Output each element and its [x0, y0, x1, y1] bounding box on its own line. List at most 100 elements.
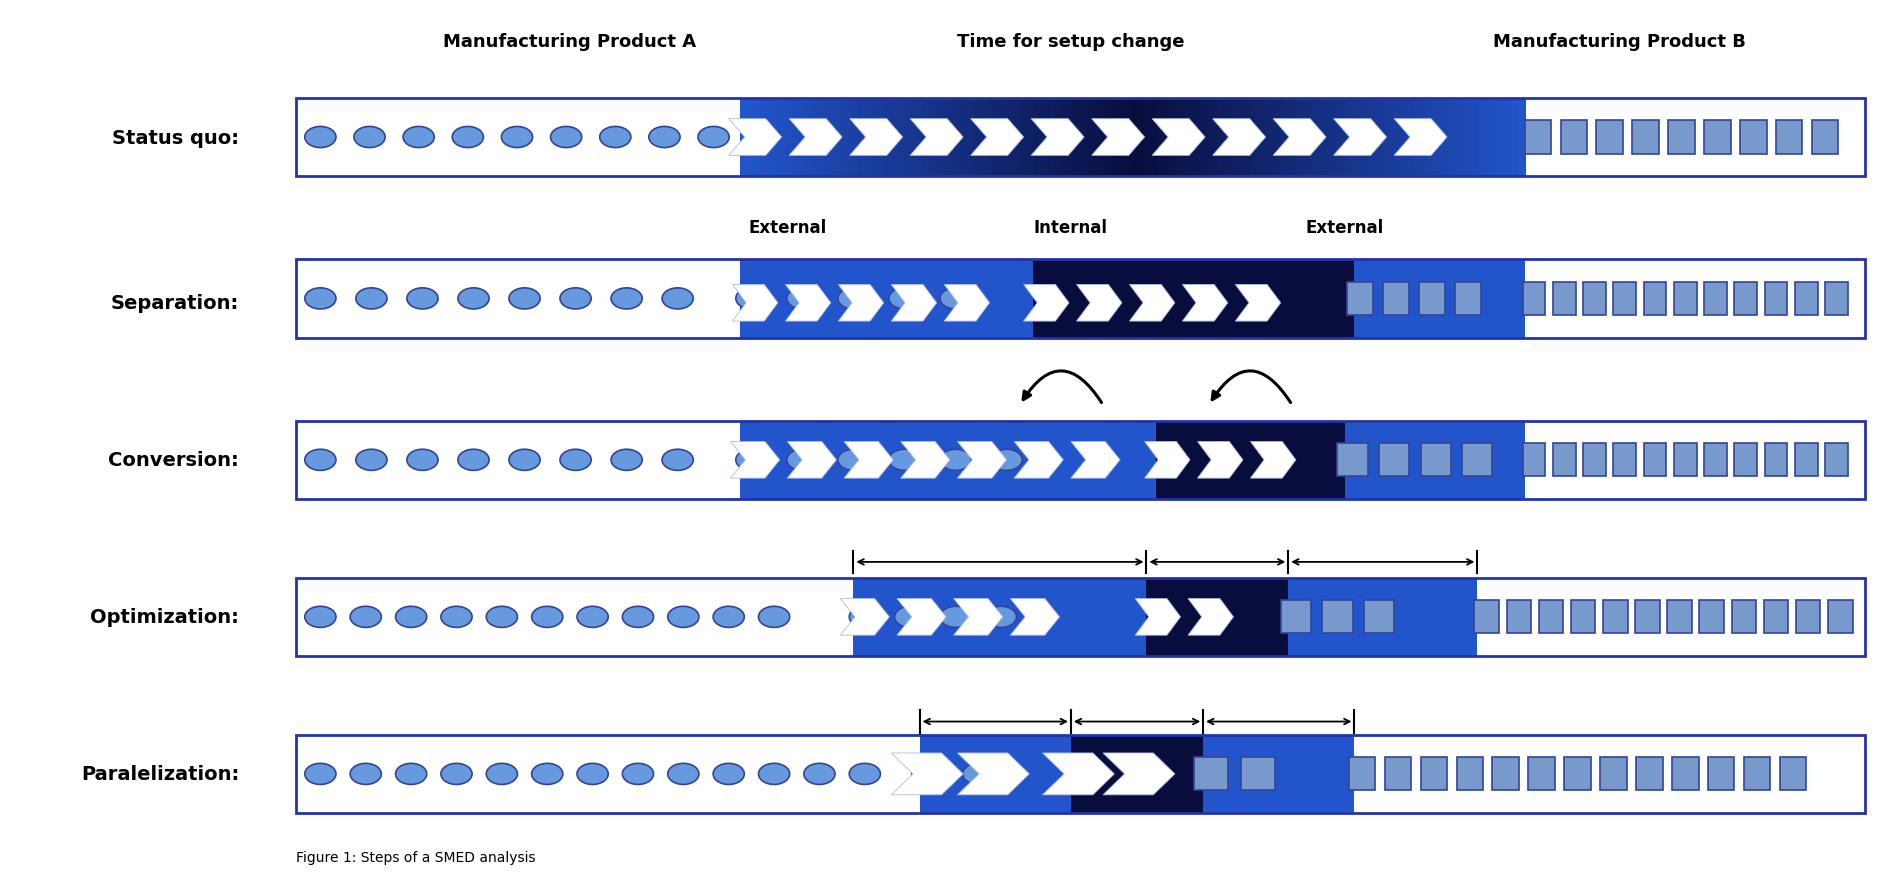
Bar: [1322, 601, 1352, 634]
Bar: [1157, 421, 1344, 500]
Bar: [1073, 98, 1081, 177]
Bar: [798, 98, 806, 177]
Bar: [1295, 98, 1303, 177]
Ellipse shape: [622, 764, 654, 785]
Ellipse shape: [305, 607, 336, 628]
Bar: [884, 98, 891, 177]
Bar: [1236, 98, 1244, 177]
Bar: [1009, 98, 1016, 177]
Bar: [779, 98, 787, 177]
Bar: [1361, 98, 1369, 177]
Bar: [1354, 260, 1524, 339]
Ellipse shape: [508, 289, 540, 310]
Bar: [995, 98, 1003, 177]
Bar: [1705, 121, 1731, 154]
Bar: [1456, 758, 1483, 790]
Ellipse shape: [713, 764, 745, 785]
Ellipse shape: [849, 607, 880, 628]
Bar: [1060, 98, 1067, 177]
Bar: [1033, 260, 1354, 339]
Bar: [1164, 98, 1172, 177]
Bar: [920, 735, 1071, 813]
Bar: [747, 98, 755, 177]
Bar: [1667, 601, 1691, 634]
Ellipse shape: [559, 450, 592, 471]
Bar: [1242, 758, 1274, 790]
Bar: [851, 98, 859, 177]
Polygon shape: [787, 442, 836, 479]
Ellipse shape: [758, 607, 789, 628]
Bar: [1231, 98, 1238, 177]
Bar: [1731, 601, 1756, 634]
Ellipse shape: [940, 289, 971, 310]
Ellipse shape: [305, 764, 336, 785]
Bar: [1263, 98, 1270, 177]
Bar: [1796, 282, 1818, 316]
Bar: [1705, 282, 1727, 316]
Bar: [1344, 421, 1524, 500]
Bar: [296, 260, 1866, 339]
Polygon shape: [838, 285, 884, 322]
Ellipse shape: [698, 127, 730, 148]
Bar: [1335, 98, 1342, 177]
Bar: [1303, 98, 1310, 177]
Bar: [1177, 98, 1185, 177]
Bar: [1270, 98, 1278, 177]
Bar: [1204, 98, 1212, 177]
Bar: [1705, 444, 1727, 477]
Polygon shape: [1031, 119, 1085, 156]
Polygon shape: [840, 599, 889, 636]
Ellipse shape: [531, 764, 563, 785]
Polygon shape: [1272, 119, 1325, 156]
Bar: [844, 98, 851, 177]
Bar: [942, 98, 950, 177]
Bar: [1528, 758, 1555, 790]
Polygon shape: [954, 599, 1003, 636]
Bar: [1086, 98, 1094, 177]
Bar: [1249, 98, 1257, 177]
Bar: [904, 98, 910, 177]
Bar: [1001, 98, 1009, 177]
Ellipse shape: [889, 289, 920, 310]
Polygon shape: [897, 599, 946, 636]
Bar: [1780, 758, 1807, 790]
Bar: [1466, 98, 1473, 177]
Polygon shape: [944, 285, 990, 322]
Ellipse shape: [787, 289, 817, 310]
Text: Paralelization:: Paralelization:: [82, 765, 239, 783]
Ellipse shape: [667, 764, 700, 785]
Bar: [1081, 98, 1088, 177]
Bar: [811, 98, 819, 177]
Text: Optimization:: Optimization:: [91, 608, 239, 627]
Bar: [1672, 758, 1699, 790]
Bar: [296, 578, 1866, 656]
Polygon shape: [1043, 753, 1115, 795]
Bar: [1796, 601, 1820, 634]
Bar: [1572, 601, 1595, 634]
Ellipse shape: [305, 127, 336, 148]
Ellipse shape: [889, 450, 920, 471]
Ellipse shape: [662, 289, 694, 310]
Bar: [296, 98, 1866, 177]
Text: Conversion:: Conversion:: [108, 451, 239, 470]
Bar: [1346, 282, 1373, 316]
Bar: [1826, 444, 1849, 477]
Polygon shape: [1014, 442, 1064, 479]
Bar: [982, 98, 990, 177]
Ellipse shape: [667, 607, 700, 628]
Bar: [1708, 758, 1735, 790]
Ellipse shape: [736, 289, 768, 310]
Bar: [296, 578, 1866, 656]
Bar: [1583, 282, 1606, 316]
Bar: [296, 735, 1866, 813]
Ellipse shape: [912, 764, 942, 785]
Ellipse shape: [531, 607, 563, 628]
Text: Time for setup change: Time for setup change: [957, 33, 1185, 51]
Polygon shape: [849, 119, 902, 156]
Bar: [785, 98, 793, 177]
Bar: [753, 98, 760, 177]
Bar: [1744, 758, 1771, 790]
Bar: [1139, 98, 1147, 177]
Ellipse shape: [442, 607, 472, 628]
Text: Status quo:: Status quo:: [112, 128, 239, 147]
